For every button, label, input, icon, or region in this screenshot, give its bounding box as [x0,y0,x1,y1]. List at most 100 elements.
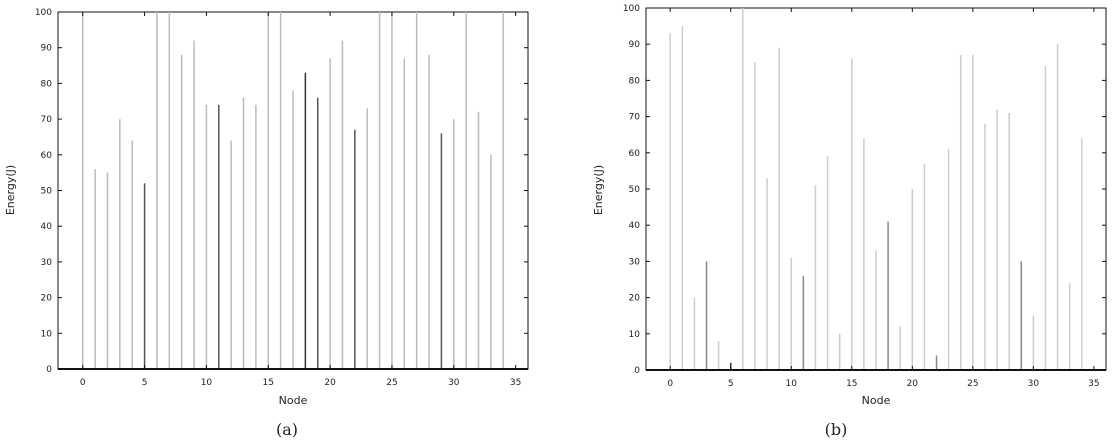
chart-b: 0 10 20 30 40 50 60 70 80 90 100 0 5 10 15 20 25 30 35 Nod… [592,4,1107,407]
bar-b-node-30 [1032,315,1035,370]
bar-b-node-1 [681,26,684,370]
x-tick-label-a: 25 [386,378,397,388]
x-tick-label-b: 10 [786,379,798,389]
y-tick-label-a: 10 [41,329,53,339]
bar-a-node-0 [81,12,84,369]
y-tick-label-b: 30 [629,257,641,267]
x-tick-label-b: 0 [667,379,673,389]
x-tick-label-b: 30 [1028,379,1040,389]
y-tick-label-b: 10 [629,330,641,340]
y-tick-label-b: 90 [629,40,641,50]
y-tick-label-a: 90 [41,44,53,54]
bar-b-node-3 [705,261,708,370]
bar-b-node-23 [947,149,950,370]
bar-a-node-18 [304,72,307,369]
bar-a-node-2 [106,172,109,369]
bar-a-node-24 [378,12,381,369]
y-tick-label-a: 60 [41,151,53,161]
y-tick-label-b: 60 [629,149,641,159]
bar-a-node-15 [267,12,270,369]
bar-a-node-23 [366,108,368,369]
bar-a-node-20 [329,58,331,369]
caption-b: (b) [824,420,848,439]
x-tick-label-a: 35 [510,378,521,388]
bar-b-node-18 [887,221,889,370]
x-tick-label-a: 20 [324,378,336,388]
bar-a-node-14 [255,104,257,369]
bar-a-node-30 [453,119,455,369]
y-tick-label-a: 30 [41,258,53,268]
y-axis-title-b: Energy(J) [592,165,605,215]
y-tick-label-a: 20 [41,294,53,304]
y-tick-label-a: 80 [41,79,53,89]
x-tick-label-b: 35 [1088,379,1099,389]
bar-a-node-29 [440,133,443,369]
bar-b-node-24 [959,55,962,371]
bar-a-node-12 [230,140,232,369]
bar-a-node-11 [218,104,220,369]
bar-a-node-31 [465,12,467,369]
bar-b-node-11 [802,275,805,370]
bar-b-node-21 [923,163,926,370]
x-tick-label-a: 30 [448,378,460,388]
bar-a-node-13 [242,97,245,370]
bar-a-node-33 [490,154,492,369]
x-tick-label-b: 15 [846,379,857,389]
ticks-a: 0 10 20 30 40 50 60 70 80 90 100 0 5 10 15 20 25 30 35 [35,8,528,388]
y-tick-label-b: 80 [629,76,641,86]
y-tick-label-a: 40 [41,222,53,232]
bar-b-node-32 [1056,44,1059,370]
y-tick-label-a: 50 [41,187,53,197]
bar-a-node-21 [341,40,344,370]
bar-b-node-12 [814,185,817,370]
x-tick-label-a: 0 [80,378,86,388]
bar-a-node-7 [168,12,171,369]
bar-b-node-29 [1020,261,1023,370]
y-axis-title-a: Energy(J) [4,165,17,215]
bar-a-node-10 [205,104,208,369]
bar-b-node-31 [1044,65,1047,371]
bar-b-node-4 [717,341,720,370]
bar-a-node-1 [94,169,96,369]
chart-a: 0 10 20 30 40 50 60 70 80 90 100 0 5 10 15 20 25 30 35 Nod… [4,8,529,407]
bar-a-node-25 [391,12,393,369]
bar-a-node-3 [119,119,121,369]
bar-a-node-34 [502,12,505,369]
x-tick-label-b: 25 [967,379,978,389]
x-tick-label-b: 20 [907,379,919,389]
bar-b-node-7 [754,62,756,371]
bar-b-node-6 [742,8,744,370]
bar-b-node-16 [863,138,865,370]
x-tick-label-b: 5 [728,379,734,389]
bar-a-node-27 [415,12,418,369]
bar-a-node-32 [477,111,480,370]
bar-a-node-8 [180,54,183,370]
y-tick-label-b: 0 [634,366,640,376]
bar-b-node-19 [899,326,901,370]
bar-b-node-28 [1008,112,1010,370]
bar-b-node-33 [1068,283,1071,370]
caption-a: (a) [275,420,299,439]
y-tick-label-b: 40 [629,221,641,231]
bar-a-node-26 [403,58,406,369]
y-tick-label-a: 70 [41,115,53,125]
bar-a-node-16 [279,12,282,369]
y-tick-label-a: 100 [35,8,52,18]
bar-b-node-13 [826,156,829,370]
bar-b-node-20 [911,189,914,370]
bars-a [81,12,505,370]
y-tick-label-b: 20 [629,294,641,304]
bar-b-node-25 [972,55,974,371]
y-tick-label-b: 50 [629,185,641,195]
bar-b-node-26 [984,123,986,370]
bar-a-node-17 [292,90,294,369]
bar-b-node-22 [935,355,938,370]
bar-b-node-10 [790,257,793,370]
y-tick-label-b: 70 [629,113,641,123]
bar-b-node-0 [669,33,671,371]
bar-b-node-8 [766,178,768,370]
y-tick-label-a: 0 [46,365,52,375]
x-axis-title-a: Node [279,394,308,407]
y-tick-label-b: 100 [623,4,640,14]
x-axis-title-b: Node [862,394,891,407]
